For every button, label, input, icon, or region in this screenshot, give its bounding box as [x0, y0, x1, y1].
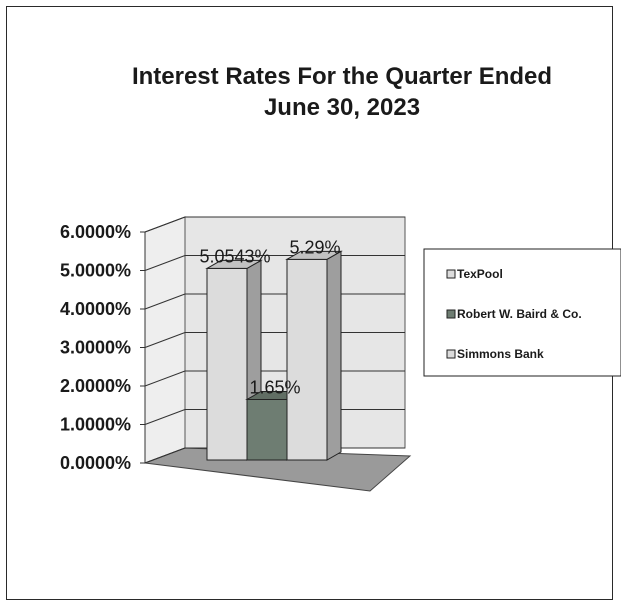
y-tick-label: 0.0000%	[60, 453, 131, 473]
gridline-side	[144, 447, 186, 464]
legend-swatch	[446, 309, 456, 319]
data-labels: 5.0543% 1.65% 5.29%	[199, 237, 340, 397]
bars	[205, 250, 343, 461]
legend-entry: Simmons Bank	[457, 347, 544, 361]
y-tick-label: 4.0000%	[60, 299, 131, 319]
gridline-side	[144, 370, 186, 387]
gridline-side	[144, 293, 186, 310]
gridline-side	[144, 332, 186, 348]
y-tick-label: 5.0000%	[60, 261, 131, 281]
bar-top	[205, 259, 263, 269]
y-tick-label: 6.0000%	[60, 222, 131, 242]
bar-top	[285, 250, 343, 260]
legend-swatch	[446, 269, 456, 279]
bar-front	[286, 258, 328, 461]
data-label: 1.65%	[249, 377, 300, 397]
chart-title: Interest Rates For the Quarter Ended Jun…	[132, 63, 552, 121]
legend-entry: TexPool	[457, 267, 503, 281]
gridline-side	[144, 409, 186, 425]
y-tick-label: 3.0000%	[60, 338, 131, 358]
data-label: 5.0543%	[199, 246, 270, 266]
legend: TexPool Robert W. Baird & Co. Simmons Bank	[423, 248, 621, 377]
gridline-side	[144, 255, 186, 271]
y-tick-label: 2.0000%	[60, 376, 131, 396]
legend-entry: Robert W. Baird & Co.	[457, 307, 582, 321]
y-tick-label: 1.0000%	[60, 415, 131, 435]
chart-title-line-2: June 30, 2023	[264, 94, 420, 121]
y-axis: 0.0000% 1.0000% 2.0000% 3.0000% 4.0000% 5.000…	[60, 222, 146, 473]
data-label: 5.29%	[289, 237, 340, 257]
bar-side	[326, 250, 342, 461]
chart-title-line-1: Interest Rates For the Quarter Ended	[132, 63, 552, 90]
legend-box	[423, 248, 621, 377]
bar-simmons-bank	[285, 250, 343, 461]
bar-front	[206, 267, 248, 461]
bar-front	[246, 398, 288, 461]
gridline-side	[144, 216, 186, 233]
legend-swatch	[446, 349, 456, 359]
